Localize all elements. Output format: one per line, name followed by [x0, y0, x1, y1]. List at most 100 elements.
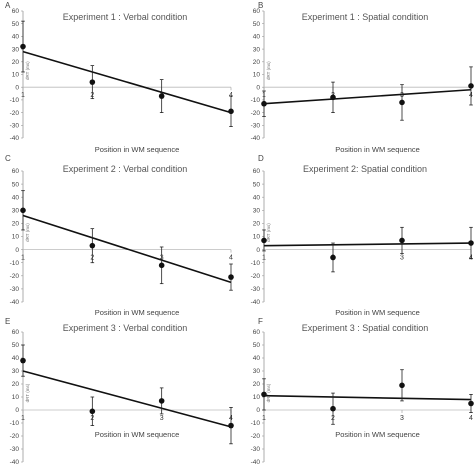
panel-letter: A — [5, 1, 11, 10]
chart-title: Experiment 3 : Spatial condition — [302, 323, 429, 333]
y-tick-label: 40 — [253, 34, 261, 41]
y-tick-label: -10 — [10, 420, 20, 427]
chart-title: Experiment 2: Spatial condition — [303, 164, 427, 174]
y-tick-label: 40 — [12, 34, 20, 41]
y-tick-label: 20 — [12, 59, 20, 66]
chart-panel-a: A Experiment 1 : Verbal condition 60 50 40 30… — [5, 1, 234, 154]
y-tick-label: 50 — [12, 181, 20, 188]
chart-title: Experiment 1 : Spatial condition — [302, 12, 429, 22]
y-axis-label: dRT (ms) — [25, 223, 30, 242]
x-tick-label: 1 — [21, 255, 25, 262]
data-point — [20, 43, 26, 50]
y-tick-label: 60 — [253, 168, 261, 175]
data-point — [468, 240, 474, 246]
y-tick-label: -30 — [251, 446, 261, 453]
y-axis-label: dRT (ms) — [266, 223, 271, 242]
x-axis-label: Position in WM sequence — [335, 430, 420, 439]
y-tick-label: -40 — [251, 459, 261, 465]
y-tick-label: 10 — [12, 234, 20, 241]
y-tick-label: 30 — [12, 46, 20, 53]
y-tick-label: 40 — [253, 355, 261, 362]
y-tick-label: -20 — [10, 273, 20, 280]
x-tick-label: 1 — [262, 255, 266, 262]
data-point — [330, 254, 336, 261]
data-point — [20, 357, 26, 364]
chart-title: Experiment 3 : Verbal condition — [63, 323, 188, 333]
panel-letter: C — [5, 154, 11, 163]
y-tick-label: 0 — [15, 84, 19, 91]
data-point — [158, 93, 165, 99]
y-tick-label: 0 — [256, 407, 260, 414]
y-tick-label: 20 — [253, 59, 261, 66]
data-point — [330, 405, 336, 412]
y-tick-label: -10 — [251, 97, 261, 104]
x-tick-label: 1 — [21, 415, 25, 422]
y-tick-label: -40 — [10, 459, 20, 465]
y-tick-label: -20 — [10, 433, 20, 440]
trend-line — [263, 88, 472, 105]
y-tick-label: 30 — [253, 208, 261, 215]
y-tick-label: -20 — [251, 273, 261, 280]
y-tick-label: 50 — [12, 342, 20, 349]
data-point — [399, 382, 405, 389]
x-tick-label: 1 — [21, 92, 25, 99]
y-tick-label: 50 — [253, 21, 261, 28]
data-point — [158, 398, 165, 404]
y-tick-label: -30 — [10, 123, 20, 130]
y-tick-label: 10 — [253, 234, 261, 241]
x-axis-label: Position in WM sequence — [335, 308, 420, 317]
y-tick-label: -30 — [10, 446, 20, 453]
y-axis-label: dRT (ms) — [25, 383, 30, 402]
y-tick-label: 0 — [15, 407, 19, 414]
y-tick-label: 0 — [256, 247, 260, 254]
data-point — [468, 400, 474, 407]
y-tick-label: 60 — [253, 329, 261, 336]
y-tick-label: -30 — [251, 286, 261, 293]
data-point — [261, 391, 267, 398]
chart-panel-d: D Experiment 2: Spatial condition 60 50 40 30… — [251, 154, 474, 317]
y-tick-label: 30 — [12, 368, 20, 375]
x-axis-label: Position in WM sequence — [335, 145, 420, 154]
y-tick-label: 10 — [12, 394, 20, 401]
x-tick-label: 3 — [400, 415, 404, 422]
x-tick-label: 4 — [229, 255, 233, 262]
data-point — [261, 237, 267, 244]
y-tick-label: -40 — [251, 135, 261, 142]
y-tick-label: 0 — [15, 247, 19, 254]
y-tick-label: 20 — [253, 221, 261, 228]
y-tick-label: 40 — [253, 194, 261, 201]
y-axis-label: dRT (ms) — [266, 61, 271, 80]
y-tick-label: 20 — [253, 381, 261, 388]
data-point — [228, 108, 234, 115]
panel-letter: B — [258, 1, 263, 10]
y-tick-label: 0 — [256, 84, 260, 91]
trend-line — [22, 214, 232, 284]
chart-title: Experiment 2 : Verbal condition — [63, 164, 188, 174]
y-tick-label: 20 — [12, 221, 20, 228]
y-tick-label: -20 — [251, 110, 261, 117]
data-point — [261, 100, 267, 107]
y-tick-label: -10 — [10, 260, 20, 267]
y-tick-label: 60 — [12, 329, 20, 336]
y-tick-label: 30 — [253, 368, 261, 375]
y-tick-label: -30 — [10, 286, 20, 293]
y-tick-label: -10 — [251, 420, 261, 427]
chart-title: Experiment 1 : Verbal condition — [63, 12, 188, 22]
y-tick-label: -40 — [10, 135, 20, 142]
y-tick-label: -10 — [10, 97, 20, 104]
y-tick-label: 10 — [12, 72, 20, 79]
y-tick-label: 60 — [12, 8, 20, 15]
x-tick-label: 4 — [469, 415, 473, 422]
y-tick-label: 30 — [253, 46, 261, 53]
y-tick-label: 60 — [253, 8, 261, 15]
y-tick-label: -10 — [251, 260, 261, 267]
chart-panel-b: B Experiment 1 : Spatial condition 60 50 40 3… — [251, 1, 474, 154]
y-tick-label: 60 — [12, 168, 20, 175]
y-axis-label: dRT (ms) — [266, 383, 271, 402]
y-tick-label: 50 — [253, 181, 261, 188]
y-tick-label: 10 — [253, 394, 261, 401]
panel-letter: D — [258, 154, 264, 163]
y-tick-label: -30 — [251, 123, 261, 130]
